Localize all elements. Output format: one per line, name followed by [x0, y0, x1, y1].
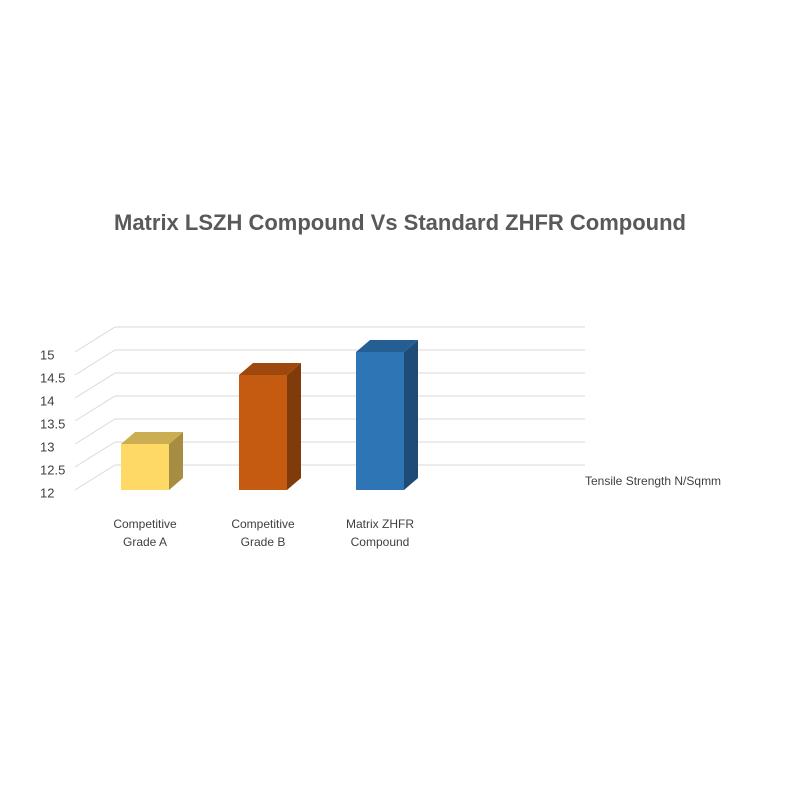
x-tick-label: Competitive Grade B [231, 517, 295, 549]
grid-line [74, 326, 585, 353]
bar-top [239, 363, 301, 375]
y-tick-label: 14.5 [40, 370, 65, 385]
grid-line [74, 395, 585, 422]
chart-title: Matrix LSZH Compound Vs Standard ZHFR Co… [114, 210, 686, 235]
y-tick-label: 13 [40, 439, 54, 454]
y-tick-label: 14 [40, 393, 54, 408]
x-tick-label: Competitive Grade A [113, 517, 177, 549]
bar [356, 340, 418, 490]
y-tick-label: 15 [40, 347, 54, 362]
y-tick-label: 12.5 [40, 462, 65, 477]
y-tick-label: 12 [40, 485, 54, 500]
bar [121, 432, 183, 490]
bar-front [239, 375, 287, 490]
bar-top [121, 432, 183, 444]
legend-label: Tensile Strength N/Sqmm [585, 474, 721, 488]
grid-line [74, 464, 585, 491]
bar-side [169, 432, 183, 490]
bar-side [287, 363, 301, 490]
bar-top [356, 340, 418, 352]
grid-line [74, 372, 585, 399]
x-tick-label: Matrix ZHFR Compound [346, 517, 414, 549]
y-tick-label: 13.5 [40, 416, 65, 431]
bar-front [356, 352, 404, 490]
grid-line [74, 441, 585, 468]
grid-line [74, 349, 585, 376]
grid-line [74, 418, 585, 445]
bar-front [121, 444, 169, 490]
bar [239, 363, 301, 490]
bar-side [404, 340, 418, 490]
